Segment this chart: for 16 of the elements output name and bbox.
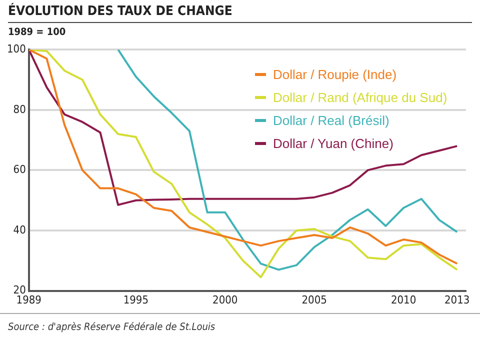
- x-tick-label: 2005: [302, 293, 327, 306]
- y-tick-label: 40: [13, 223, 26, 236]
- x-tick-label: 2010: [390, 293, 416, 306]
- legend-label: Dollar / Roupie (Inde): [273, 67, 397, 82]
- chart-subtitle: 1989 = 100: [8, 27, 66, 38]
- chart-title: ÉVOLUTION DES TAUX DE CHANGE: [8, 4, 472, 23]
- y-tick-label: 100: [6, 42, 26, 56]
- legend-label: Dollar / Yuan (Chine): [273, 136, 394, 151]
- y-tick-label: 60: [13, 163, 26, 176]
- x-tick-label: 2000: [212, 293, 238, 306]
- source-note: Source : d'après Réserve Fédérale de St.Louis: [8, 322, 216, 333]
- y-tick-label: 80: [13, 102, 26, 116]
- legend-label: Dollar / Real (Brésil): [273, 113, 390, 128]
- legend-label: Dollar / Rand (Afrique du Sud): [273, 90, 448, 105]
- x-tick-label: 2013: [444, 293, 470, 306]
- x-tick-label: 1995: [123, 293, 149, 306]
